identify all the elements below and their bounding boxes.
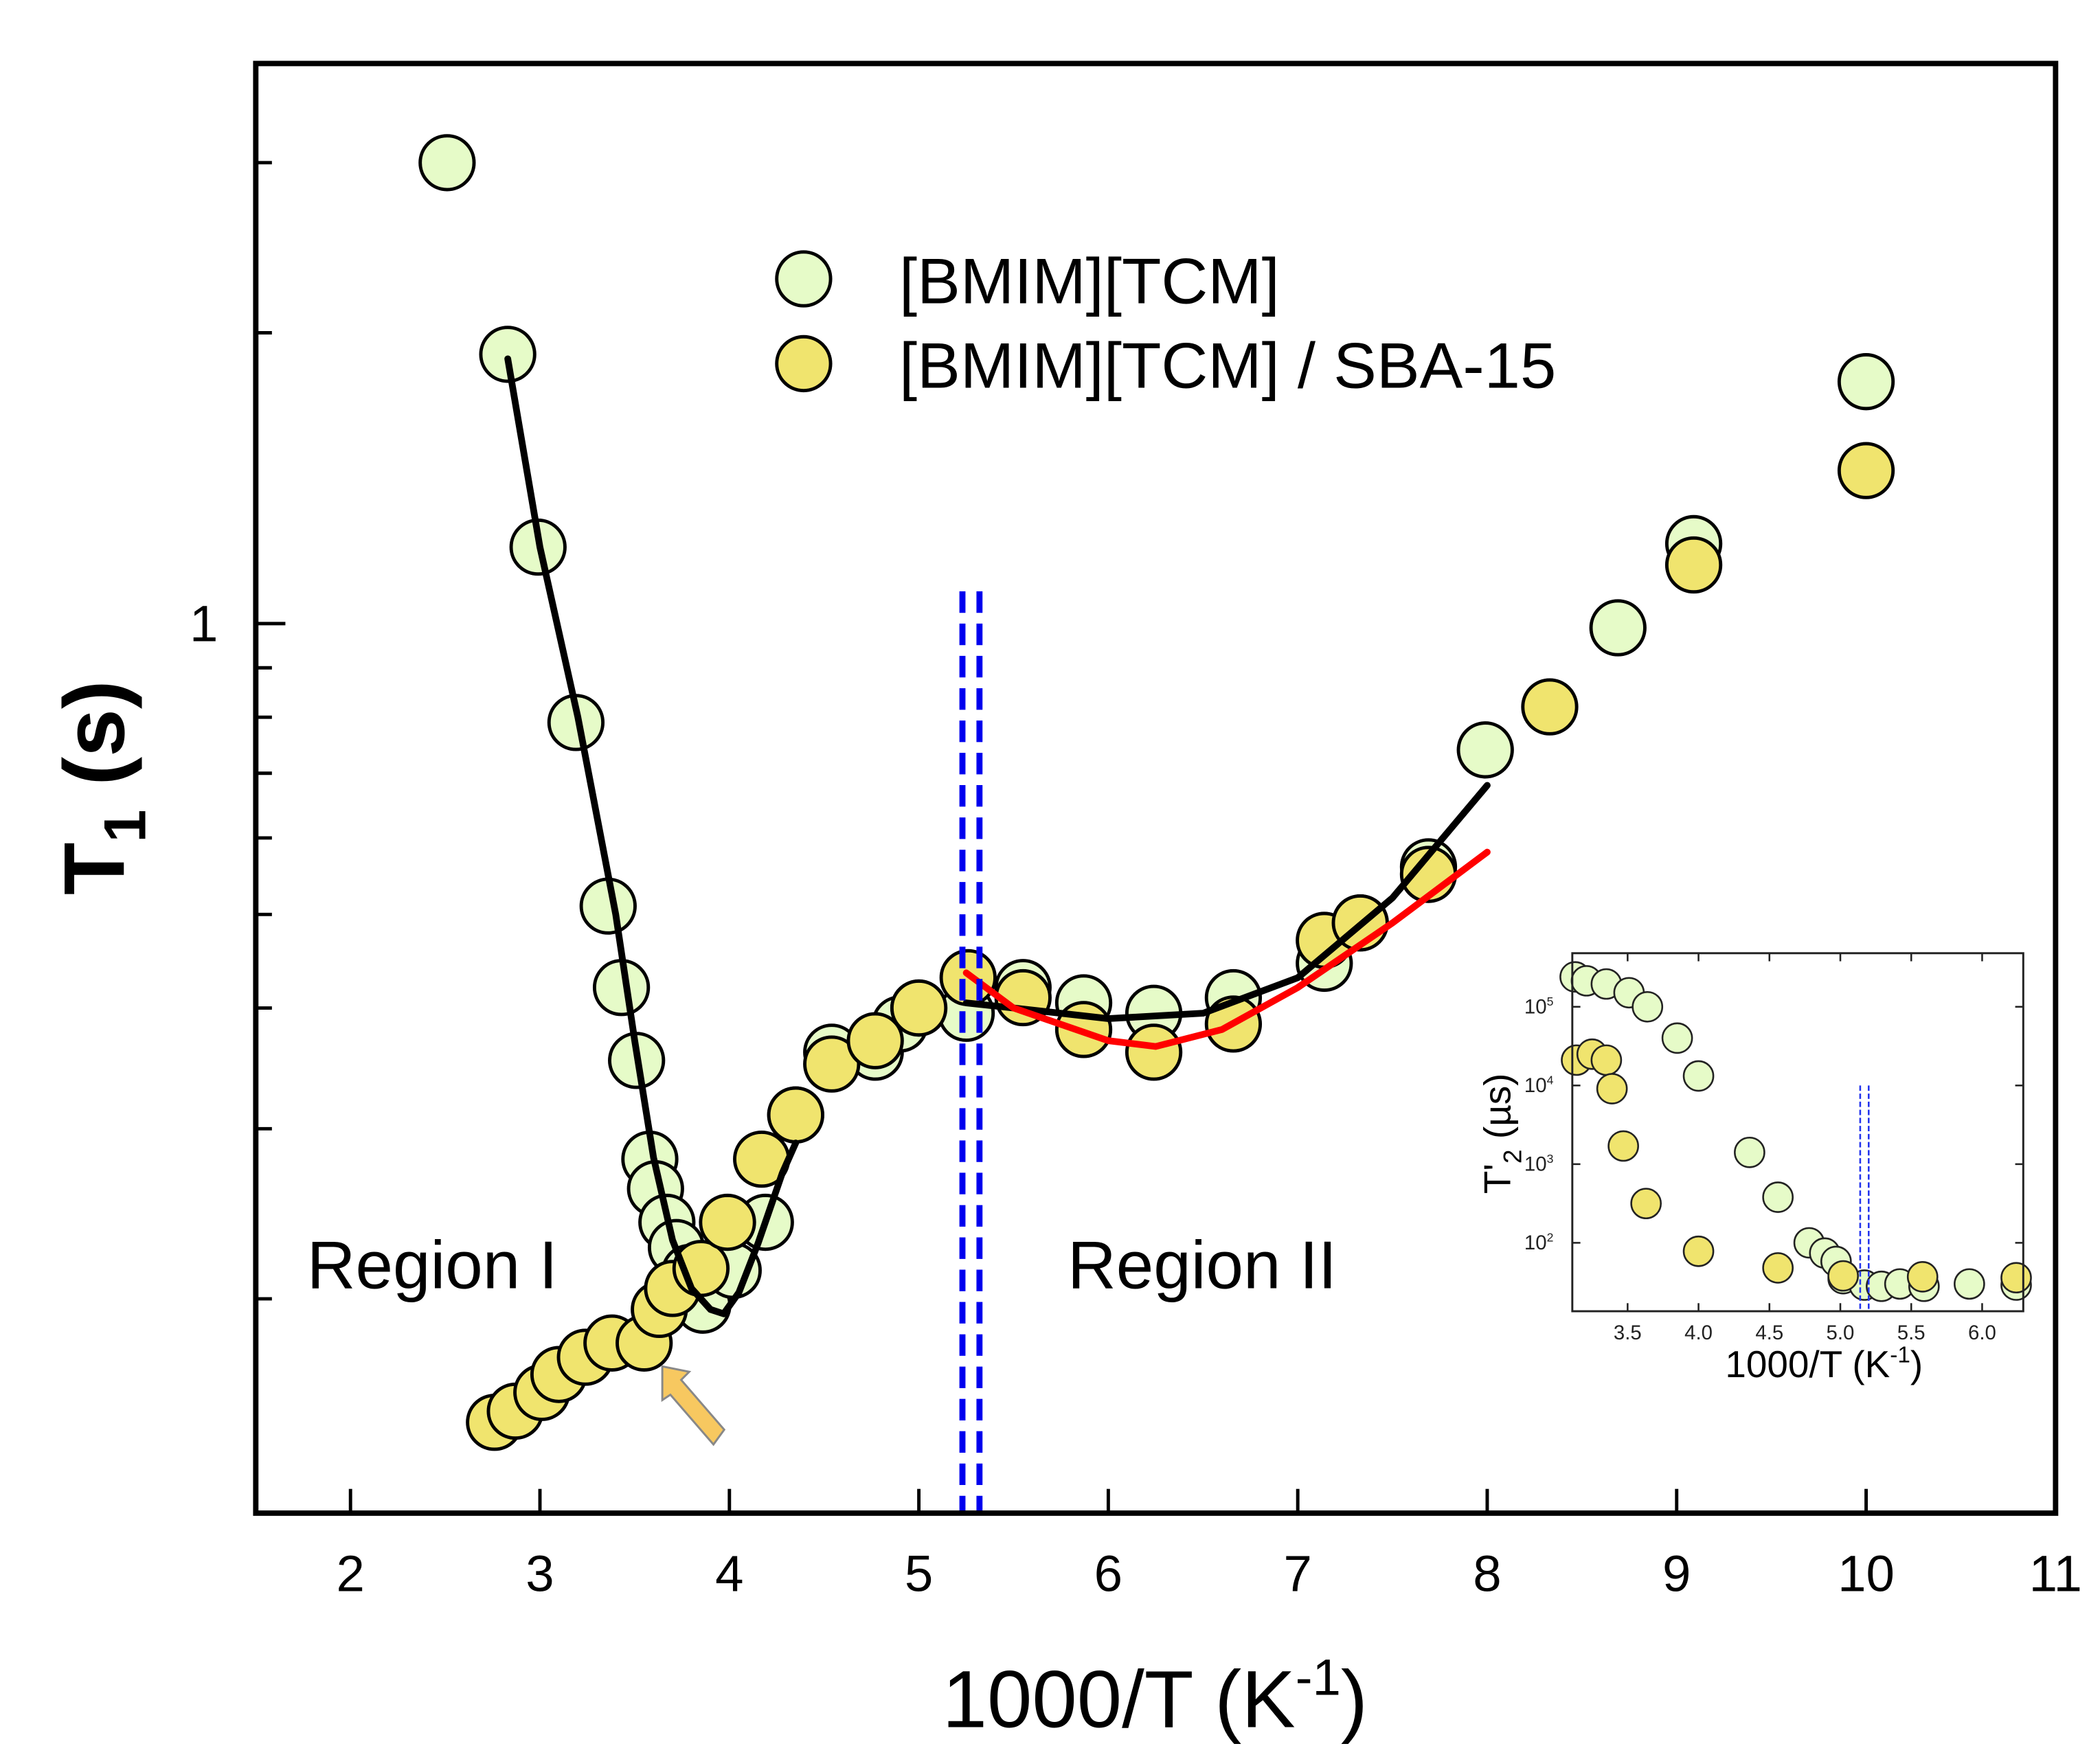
inset-point-sba15 — [1762, 1252, 1794, 1284]
inset-y-tick-base: 10 — [1524, 1153, 1547, 1176]
inset-x-tick-label: 4.5 — [1755, 1322, 1783, 1344]
inset-point-bmim — [1734, 1136, 1765, 1168]
inset-y-axis-title: T'2 (µs) — [1476, 1074, 1527, 1194]
region-2-label: Region II — [1068, 1227, 1337, 1303]
x-tick-label: 6 — [1094, 1545, 1122, 1602]
inset-point-bmim — [1682, 1060, 1715, 1092]
fit-region-2-red — [962, 848, 1491, 1050]
fit-region-1 — [504, 355, 800, 1317]
inset-x-tick-label: 5.5 — [1897, 1322, 1926, 1344]
inset-point-sba15 — [1596, 1073, 1628, 1104]
data-point-sba15 — [767, 1086, 824, 1144]
inset-y-tick-base: 10 — [1524, 996, 1547, 1019]
x-tick-label: 11 — [2029, 1545, 2082, 1602]
legend-label-bmim: [BMIM][TCM] — [899, 245, 1280, 317]
inset-frame — [1571, 952, 2024, 1313]
legend-label-sba15: [BMIM][TCM] / SBA-15 — [899, 330, 1556, 402]
inset-point-sba15 — [1827, 1260, 1859, 1292]
data-point-bmim — [1589, 599, 1647, 657]
inset-point-bmim — [1632, 990, 1664, 1023]
inset-x-tick-label: 5.0 — [1827, 1322, 1855, 1344]
region-1-label: Region I — [307, 1227, 558, 1303]
inset-y-tick-label: 105 — [1524, 995, 1554, 1019]
inset-y-tick-label: 103 — [1524, 1152, 1554, 1176]
x-tick-label: 2 — [337, 1545, 365, 1602]
data-point-sba15 — [1837, 442, 1895, 499]
axis-ticks: 2 3 4 5 6 7 8 9 10 111 — [190, 161, 2082, 1602]
data-point-sba15 — [890, 979, 948, 1037]
x-tick-label: 10 — [1838, 1545, 1895, 1602]
x-axis-title: 1000/T (K-1) — [942, 1649, 1368, 1745]
data-point-sba15 — [803, 1035, 861, 1093]
x-tick-label: 7 — [1283, 1545, 1311, 1602]
data-point-sba15 — [1664, 536, 1723, 594]
legend: [BMIM][TCM] [BMIM][TCM] / SBA-15 — [775, 245, 1556, 402]
arrow-marker — [661, 1365, 726, 1447]
inset-transition-lines — [1859, 1085, 1870, 1312]
inset-y-tick-base: 10 — [1524, 1074, 1547, 1097]
legend-marker-sba15 — [775, 335, 833, 393]
inset-y-tick-label: 102 — [1524, 1230, 1554, 1254]
inset-y-tick-base: 10 — [1524, 1232, 1547, 1254]
inset-y-tick-label: 104 — [1524, 1073, 1554, 1097]
inset-point-sba15 — [1607, 1130, 1639, 1162]
x-tick-label: 5 — [905, 1545, 933, 1602]
inset-point-bmim — [1661, 1022, 1693, 1054]
plot-frame — [253, 60, 2059, 1516]
data-point-sba15 — [1125, 1023, 1183, 1081]
x-tick-label: 8 — [1473, 1545, 1501, 1602]
x-tick-label: 3 — [526, 1545, 554, 1602]
inset-x-tick-label: 4.0 — [1684, 1322, 1713, 1344]
inset-y-tick-exp: 2 — [1547, 1230, 1554, 1244]
inset-y-tick-exp: 5 — [1547, 995, 1554, 1008]
inset-x-axis-title: 1000/T (K-1) — [1725, 1342, 1923, 1385]
inset-point-sba15 — [1630, 1188, 1662, 1220]
y-axis-title: T1 (s) — [45, 680, 158, 895]
data-point-bmim — [418, 134, 476, 192]
inset-point-sba15 — [2000, 1262, 2032, 1294]
inset-x-tick-label: 3.5 — [1614, 1322, 1642, 1344]
inset-point-sba15 — [1590, 1044, 1623, 1076]
data-point-bmim — [1837, 353, 1895, 411]
inset-y-tick-exp: 4 — [1547, 1073, 1554, 1087]
x-tick-label: 4 — [715, 1545, 743, 1602]
data-point-sba15 — [699, 1193, 756, 1251]
data-point-bmim — [479, 326, 537, 383]
data-point-sba15 — [1521, 678, 1579, 736]
inset-point-sba15 — [1682, 1235, 1715, 1267]
x-tick-label: 9 — [1662, 1545, 1691, 1602]
inset-point-sba15 — [1906, 1261, 1939, 1293]
data-point-bmim — [1456, 721, 1514, 779]
inset-point-bmim — [1762, 1181, 1794, 1213]
legend-marker-bmim — [775, 250, 833, 308]
transition-lines — [959, 591, 983, 1513]
inset-y-tick-exp: 3 — [1547, 1152, 1554, 1166]
y-tick-label: 1 — [190, 595, 218, 652]
data-point-sba15 — [846, 1012, 904, 1069]
fit-curves — [504, 355, 1491, 1317]
inset-point-bmim — [1954, 1268, 1985, 1300]
inset-x-tick-label: 6.0 — [1968, 1322, 1996, 1344]
